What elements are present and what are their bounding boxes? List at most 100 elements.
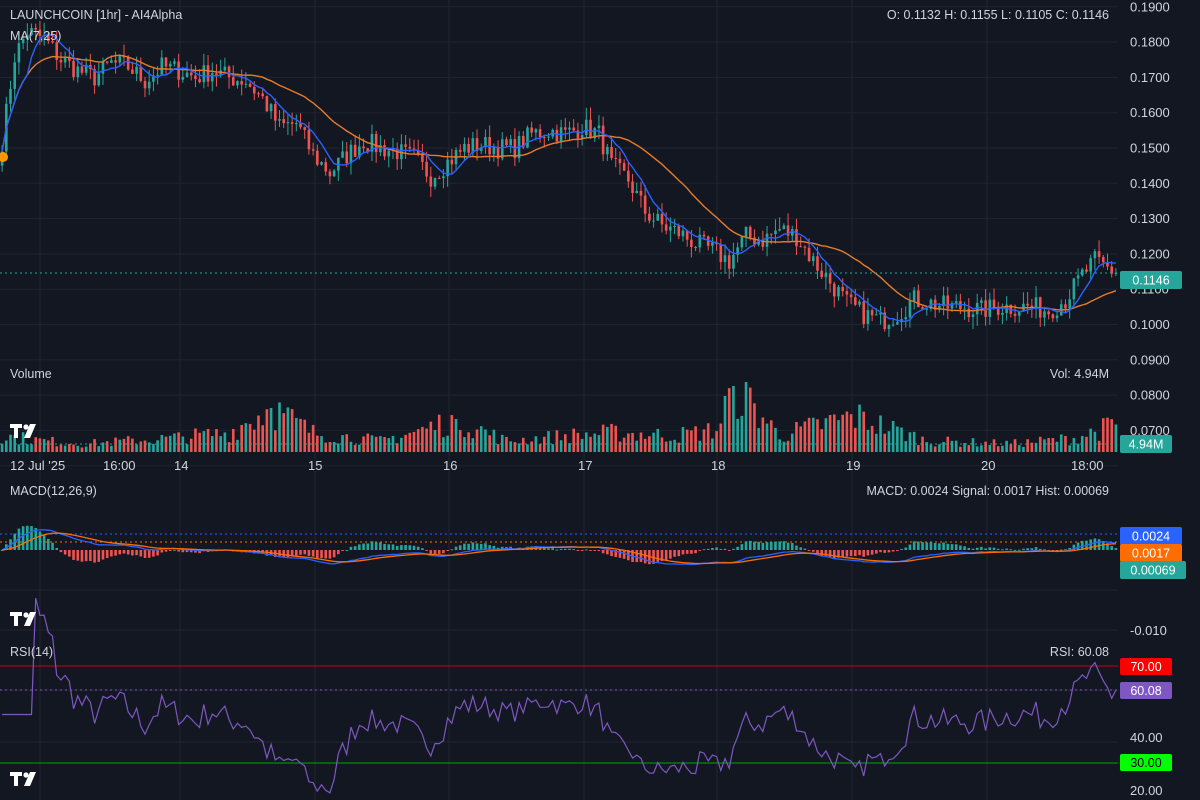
signal-tag: 0.0017 bbox=[1120, 544, 1182, 562]
volume-bar bbox=[866, 429, 870, 452]
volume-bar bbox=[1051, 438, 1055, 452]
macd-hist-bar bbox=[21, 526, 25, 550]
volume-bar bbox=[17, 444, 21, 452]
volume-pane[interactable] bbox=[0, 382, 1118, 452]
candle-body bbox=[34, 27, 38, 30]
macd-hist-bar bbox=[698, 550, 702, 551]
candle-body bbox=[282, 119, 286, 124]
price-axis-tick: 0.1500 bbox=[1130, 141, 1170, 156]
macd-hist-bar bbox=[76, 550, 80, 561]
volume-bar bbox=[189, 438, 193, 452]
price-axis-tick: 0.1300 bbox=[1130, 211, 1170, 226]
volume-bar bbox=[631, 432, 634, 452]
volume-bar bbox=[698, 440, 702, 452]
volume-bar bbox=[627, 433, 630, 452]
candle-body bbox=[946, 295, 950, 309]
macd-hist-bar bbox=[975, 547, 979, 550]
candle-body bbox=[1013, 313, 1017, 316]
macd-hist-bar bbox=[858, 550, 861, 556]
macd-hist-bar bbox=[778, 541, 781, 550]
candle-body bbox=[215, 73, 218, 76]
candle-body bbox=[971, 314, 975, 318]
candle-body bbox=[110, 60, 113, 63]
volume-bar bbox=[547, 431, 550, 452]
price-pane[interactable] bbox=[0, 20, 1118, 337]
macd-hist-bar bbox=[366, 543, 370, 550]
candle-body bbox=[870, 310, 874, 316]
volume-bar bbox=[980, 445, 983, 452]
candle-body bbox=[677, 225, 681, 237]
macd-hist-bar bbox=[1043, 549, 1046, 551]
time-axis-label: 12 Jul '25 bbox=[10, 458, 65, 473]
candle-body bbox=[681, 230, 685, 237]
volume-bar bbox=[711, 438, 714, 452]
volume-bar bbox=[748, 387, 752, 452]
price-axis-tick: 0.0900 bbox=[1130, 352, 1170, 367]
candle-body bbox=[341, 151, 344, 158]
candle-body bbox=[404, 144, 407, 147]
volume-bar bbox=[723, 395, 727, 452]
macd-hist-bar bbox=[89, 550, 92, 562]
volume-bar bbox=[690, 430, 693, 452]
macd-label: MACD(12,26,9) bbox=[10, 484, 97, 498]
candle-body bbox=[156, 74, 159, 76]
candle-body bbox=[996, 307, 1000, 315]
volume-bar bbox=[257, 415, 260, 452]
candle-body bbox=[395, 148, 399, 160]
candle-body bbox=[807, 247, 811, 262]
macd-hist-bar bbox=[732, 548, 735, 550]
candle-body bbox=[257, 93, 260, 95]
candle-body bbox=[17, 43, 21, 63]
candle-body bbox=[80, 66, 84, 73]
signal-tag-text: 0.0017 bbox=[1132, 547, 1170, 561]
macd-hist-bar bbox=[458, 545, 462, 550]
macd-pane[interactable] bbox=[0, 525, 1118, 566]
macd-hist-bar bbox=[950, 544, 954, 550]
volume-bar bbox=[677, 442, 681, 452]
macd-hist-bar bbox=[93, 550, 96, 563]
candle-body bbox=[799, 246, 802, 248]
candle-body bbox=[299, 123, 302, 128]
volume-bar bbox=[210, 436, 214, 452]
volume-bar bbox=[765, 423, 769, 452]
volume-bar bbox=[854, 427, 857, 452]
volume-bar bbox=[774, 427, 777, 452]
macd-hist-bar bbox=[900, 548, 903, 550]
macd-hist-bar bbox=[450, 549, 454, 551]
candle-body bbox=[589, 119, 592, 139]
rsi-pane[interactable] bbox=[0, 597, 1118, 794]
candle-body bbox=[534, 129, 538, 133]
macd-hist-bar bbox=[727, 550, 731, 551]
candle-body bbox=[51, 40, 54, 43]
volume-bar bbox=[467, 432, 470, 452]
volume-bar bbox=[72, 444, 75, 452]
volume-bar bbox=[933, 446, 937, 452]
macd-hist-bar bbox=[337, 550, 340, 555]
volume-bar bbox=[273, 430, 277, 452]
volume-bar bbox=[837, 420, 840, 452]
volume-bar bbox=[488, 435, 491, 452]
volume-bar bbox=[921, 436, 924, 452]
candle-body bbox=[484, 137, 487, 148]
candle-body bbox=[303, 127, 307, 130]
macd-hist-bar bbox=[429, 550, 433, 554]
volume-bar bbox=[1114, 424, 1118, 452]
macd-hist-bar bbox=[324, 550, 328, 559]
candle-body bbox=[362, 146, 365, 149]
volume-bar bbox=[173, 433, 176, 452]
volume-bar bbox=[555, 430, 559, 452]
price-axis-tick: 0.1700 bbox=[1130, 70, 1170, 85]
volume-bar bbox=[1080, 435, 1084, 452]
volume-bar bbox=[38, 438, 42, 452]
macd-hist-bar bbox=[353, 546, 357, 550]
macd-hist-bar bbox=[143, 550, 147, 558]
candle-body bbox=[635, 190, 639, 194]
volume-bar bbox=[269, 408, 273, 452]
volume-bar bbox=[479, 426, 483, 452]
candle-body bbox=[131, 69, 134, 74]
volume-bar bbox=[1026, 439, 1029, 452]
candle-body bbox=[597, 125, 601, 129]
candle-body bbox=[1034, 297, 1038, 308]
candle-body bbox=[921, 307, 924, 310]
